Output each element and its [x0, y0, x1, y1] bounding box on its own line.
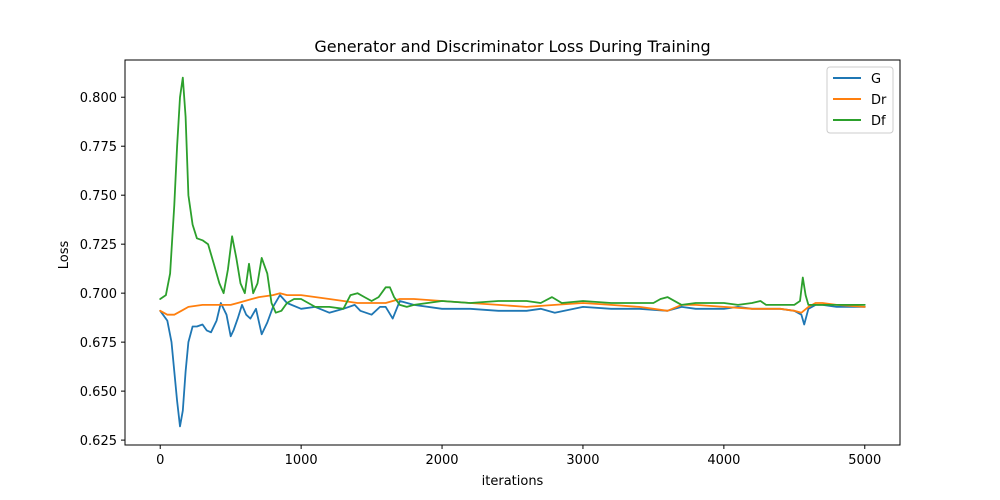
x-tick-label: 1000: [285, 453, 318, 468]
y-tick-label: 0.700: [80, 287, 117, 302]
legend-label-dr: Dr: [871, 93, 887, 108]
chart-title: Generator and Discriminator Loss During …: [314, 37, 710, 56]
y-tick-label: 0.675: [80, 336, 117, 351]
x-tick-label: 4000: [707, 453, 740, 468]
y-tick-label: 0.750: [80, 189, 117, 204]
x-axis: 0 1000 2000 3000 4000 5000: [156, 445, 881, 468]
y-tick-label: 0.650: [80, 385, 117, 400]
y-tick-label: 0.800: [80, 91, 117, 106]
x-tick-label: 5000: [848, 453, 881, 468]
plot-lines: [159, 76, 866, 428]
x-tick-label: 2000: [425, 453, 458, 468]
legend-label-df: Df: [871, 114, 886, 129]
legend-label-g: G: [871, 72, 881, 87]
series-line-df: [159, 76, 866, 314]
plot-area-frame: [124, 59, 901, 446]
y-axis-label: Loss: [57, 241, 72, 270]
legend: G Dr Df: [826, 66, 894, 134]
y-tick-label: 0.725: [80, 238, 117, 253]
x-tick-label: 3000: [566, 453, 599, 468]
x-axis-label: iterations: [482, 474, 544, 489]
y-tick-label: 0.775: [80, 140, 117, 155]
x-tick-label: 0: [156, 453, 164, 468]
y-tick-label: 0.625: [80, 434, 117, 449]
y-axis: 0.625 0.650 0.675 0.700 0.725 0.750 0.775 0.800: [80, 91, 125, 449]
